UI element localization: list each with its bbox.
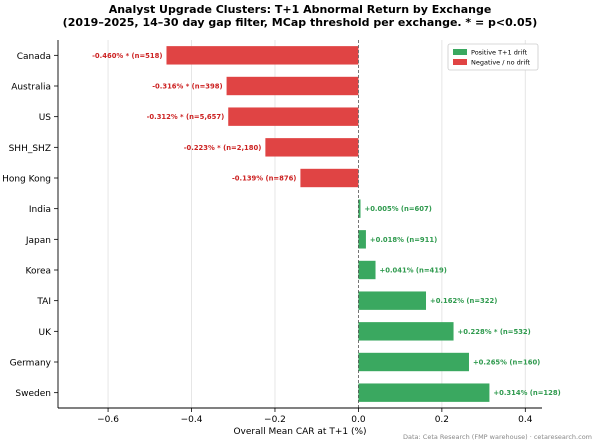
- y-tick-label: Australia: [11, 83, 51, 93]
- data-label: +0.265% (n=160): [473, 359, 540, 367]
- grid-lines: [107, 40, 526, 408]
- x-tick-label: 0.2: [435, 415, 449, 425]
- data-label: -0.312% * (n=5,657): [147, 113, 225, 121]
- y-tick-label: TAI: [36, 297, 51, 307]
- bar: [358, 383, 490, 402]
- legend: Positive T+1 drift Negative / no drift: [447, 43, 539, 71]
- x-tick-label: 0.4: [518, 415, 533, 425]
- bar: [358, 352, 469, 372]
- data-label: +0.228% * (n=532): [458, 328, 531, 336]
- axes: Canada Australia US SHH_SHZ Hong Kong India Ja…: [2, 40, 542, 437]
- y-tick-label: Sweden: [15, 389, 51, 399]
- y-tick-label: Japan: [25, 236, 51, 246]
- data-label: +0.005% (n=607): [365, 205, 432, 213]
- y-tick-label: Hong Kong: [2, 175, 51, 185]
- data-label: +0.018% (n=911): [370, 236, 437, 244]
- y-tick-label: Canada: [17, 52, 51, 62]
- y-tick-label: Korea: [25, 267, 51, 277]
- x-tick-label: −0.4: [181, 415, 203, 425]
- legend-label: Negative / no drift: [471, 59, 530, 67]
- legend-swatch: [453, 59, 467, 65]
- y-tick-label: SHH_SHZ: [9, 144, 51, 154]
- chart-subtitle: (2019–2025, 14–30 day gap filter, MCap t…: [62, 16, 538, 29]
- bar: [265, 138, 359, 157]
- data-label: -0.223% * (n=2,180): [184, 144, 262, 152]
- bar: [300, 168, 359, 188]
- x-tick-label: −0.2: [264, 415, 286, 425]
- bar-series: -0.460% * (n=518) -0.316% * (n=398) -0.312…: [92, 46, 561, 402]
- bar: [226, 76, 359, 96]
- legend-label: Positive T+1 drift: [471, 49, 528, 57]
- x-tick-label: −0.6: [97, 415, 119, 425]
- y-tick-label: India: [29, 205, 51, 215]
- bar: [358, 322, 454, 341]
- bar: [358, 260, 376, 280]
- bar: [166, 46, 359, 65]
- data-label: -0.139% (n=876): [232, 175, 296, 183]
- chart-title-block: Analyst Upgrade Clusters: T+1 Abnormal R…: [0, 3, 600, 29]
- data-label: -0.460% * (n=518): [92, 52, 162, 60]
- legend-swatch: [453, 49, 467, 55]
- data-label: -0.316% * (n=398): [152, 83, 222, 91]
- legend-box: [447, 43, 539, 71]
- bar: [358, 199, 361, 218]
- bar: [358, 230, 366, 249]
- y-tick-label: Germany: [10, 359, 52, 369]
- data-label: +0.314% (n=128): [493, 389, 560, 397]
- x-tick-label: 0.0: [351, 415, 366, 425]
- y-tick-label: UK: [39, 328, 53, 338]
- x-axis-label: Overall Mean CAR at T+1 (%): [233, 427, 366, 437]
- bar: [228, 107, 359, 126]
- y-tick-label: US: [39, 113, 52, 123]
- data-label: +0.041% (n=419): [380, 267, 447, 275]
- data-credit: Data: Ceta Research (FMP warehouse) · ce…: [403, 433, 592, 441]
- data-label: +0.162% (n=322): [430, 297, 497, 305]
- chart-title: Analyst Upgrade Clusters: T+1 Abnormal R…: [108, 3, 492, 16]
- bar: [358, 291, 427, 310]
